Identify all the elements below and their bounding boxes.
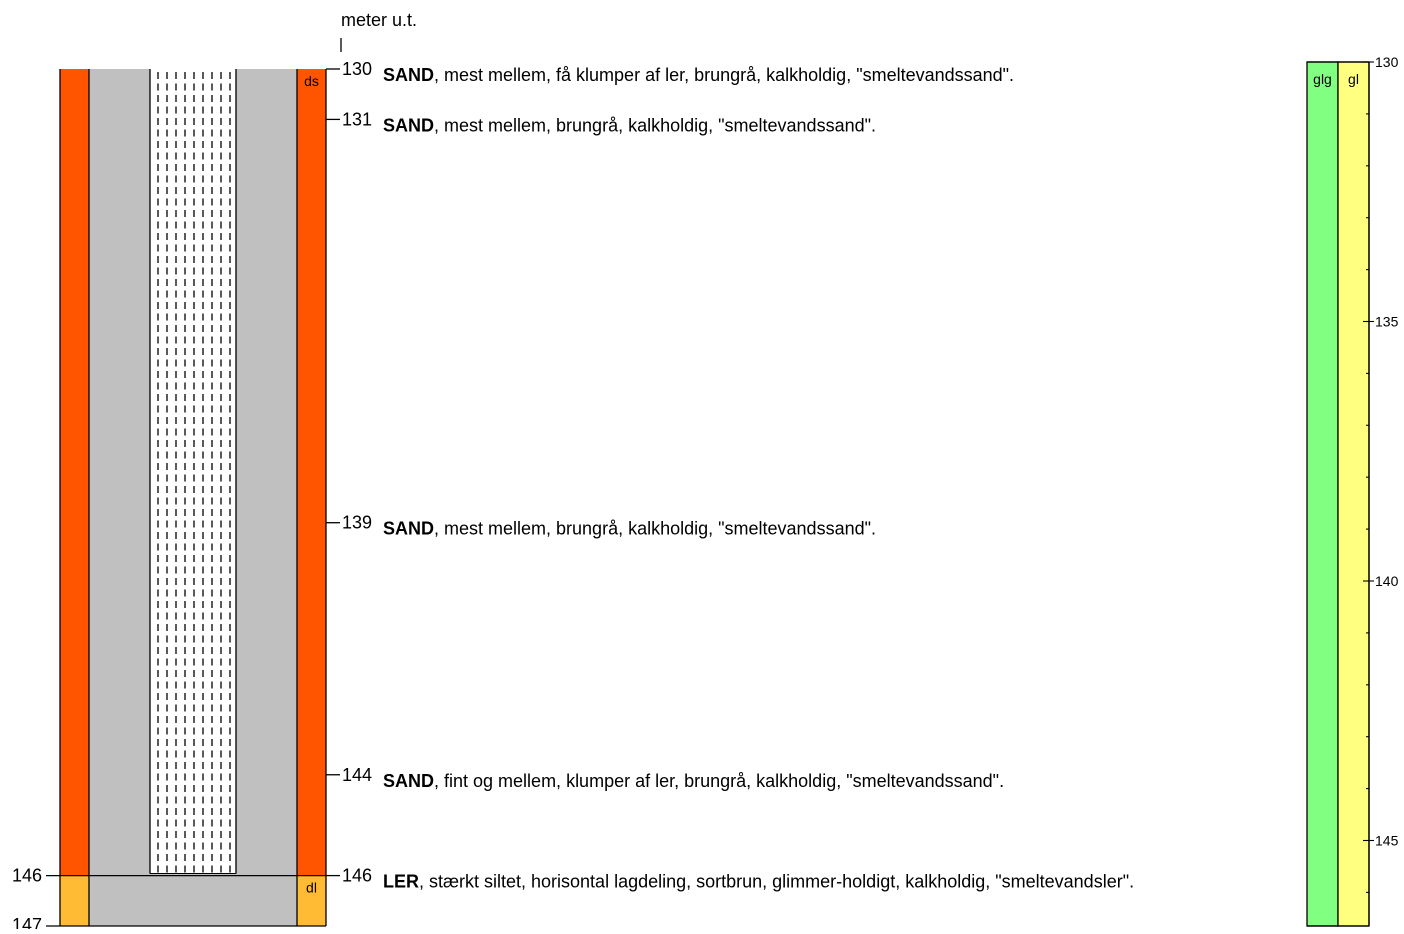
right-scale-label: 135	[1375, 314, 1399, 330]
formation-code-cell	[297, 875, 326, 926]
layer-depth-label: 144	[342, 765, 372, 785]
right-scale-label: 145	[1375, 833, 1399, 849]
layer-depth-label: 130	[342, 59, 372, 79]
layer-description-text: , stærkt siltet, horisontal lagdeling, s…	[419, 872, 1134, 892]
axis-unit-label: meter u.t.	[341, 10, 417, 30]
layer-soil-name: SAND	[383, 771, 434, 791]
screen-section	[150, 69, 236, 874]
layer-soil-name: SAND	[383, 519, 434, 539]
formation-code-label: ds	[304, 73, 319, 89]
stratigraphy-code-label: gl	[1348, 71, 1359, 87]
layer-description: SAND, mest mellem, brungrå, kalkholdig, …	[383, 115, 876, 135]
layer-depth-label: 139	[342, 513, 372, 533]
right-scale-label: 140	[1375, 573, 1399, 589]
stratigraphy-column	[1337, 61, 1370, 927]
formation-stripe-left	[60, 69, 89, 876]
layer-description: SAND, mest mellem, brungrå, kalkholdig, …	[383, 519, 876, 539]
layer-description: SAND, mest mellem, få klumper af ler, br…	[383, 65, 1014, 85]
right-scale-label: 130	[1375, 54, 1399, 70]
layer-depth-label: 146	[342, 866, 372, 886]
layer-description: SAND, fint og mellem, klumper af ler, br…	[383, 771, 1004, 791]
layer-soil-name: LER	[383, 872, 419, 892]
casing-fill	[89, 69, 297, 926]
formation-code-cell	[297, 69, 326, 876]
layer-soil-name: SAND	[383, 65, 434, 85]
layer-soil-name: SAND	[383, 115, 434, 135]
formation-code-label: dl	[306, 880, 317, 896]
depth-label-left: 147	[12, 915, 42, 929]
layer-depth-label: 131	[342, 109, 372, 129]
layer-description-text: , fint og mellem, klumper af ler, brungr…	[434, 771, 1004, 791]
formation-stripe-left	[60, 875, 89, 926]
stratigraphy-column	[1306, 61, 1339, 927]
layer-description: LER, stærkt siltet, horisontal lagdeling…	[383, 872, 1134, 892]
stratigraphy-code-label: glg	[1313, 71, 1332, 87]
depth-label-left: 146	[12, 866, 42, 886]
layer-description-text: , mest mellem, brungrå, kalkholdig, "sme…	[434, 115, 876, 135]
layer-description-text: , mest mellem, brungrå, kalkholdig, "sme…	[434, 519, 876, 539]
layer-description-text: , mest mellem, få klumper af ler, brungr…	[434, 65, 1014, 85]
